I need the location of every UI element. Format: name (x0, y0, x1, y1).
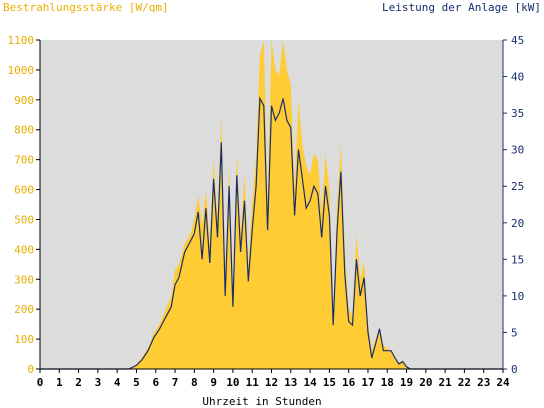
x-tick-label: 21 (439, 376, 453, 389)
x-tick-label: 1 (56, 376, 63, 389)
right-axis-title: Leistung der Anlage [kW] (382, 1, 541, 14)
power-line (40, 96, 503, 370)
left-tick-label: 500 (14, 213, 34, 226)
left-tick-label: 1100 (8, 34, 35, 47)
left-tick-label: 400 (14, 243, 34, 256)
x-tick-label: 7 (172, 376, 179, 389)
x-tick-label: 19 (400, 376, 413, 389)
right-tick-label: 15 (511, 253, 524, 266)
x-tick-label: 18 (381, 376, 394, 389)
x-tick-label: 10 (226, 376, 239, 389)
left-tick-label: 1000 (8, 64, 35, 77)
x-axis-title: Uhrzeit in Stunden (202, 395, 321, 408)
x-tick-label: 22 (458, 376, 471, 389)
left-tick-label: 600 (14, 184, 34, 197)
x-tick-label: 20 (419, 376, 432, 389)
x-tick-label: 0 (37, 376, 44, 389)
x-tick-label: 17 (361, 376, 374, 389)
right-tick-label: 30 (511, 144, 524, 157)
right-tick-label: 35 (511, 107, 524, 120)
x-tick-label: 23 (477, 376, 490, 389)
x-tick-label: 14 (303, 376, 317, 389)
right-tick-label: 20 (511, 217, 524, 230)
left-tick-label: 900 (14, 94, 34, 107)
right-tick-label: 45 (511, 34, 524, 47)
x-tick-label: 4 (114, 376, 121, 389)
left-tick-label: 100 (14, 333, 34, 346)
left-tick-label: 800 (14, 124, 34, 137)
x-tick-label: 3 (95, 376, 102, 389)
left-axis-title: Bestrahlungsstärke [W/qm] (3, 1, 169, 14)
right-tick-label: 5 (511, 326, 518, 339)
x-tick-label: 15 (323, 376, 336, 389)
left-tick-label: 700 (14, 154, 34, 167)
right-tick-label: 10 (511, 290, 524, 303)
x-tick-label: 2 (75, 376, 82, 389)
right-tick-label: 0 (511, 363, 518, 376)
irradiance-area (40, 40, 503, 369)
x-tick-label: 12 (265, 376, 278, 389)
right-tick-label: 40 (511, 71, 524, 84)
x-tick-label: 13 (284, 376, 297, 389)
x-tick-label: 8 (191, 376, 198, 389)
x-tick-label: 24 (496, 376, 510, 389)
x-tick-label: 11 (246, 376, 260, 389)
x-tick-label: 6 (152, 376, 159, 389)
right-tick-label: 25 (511, 180, 524, 193)
left-tick-label: 200 (14, 303, 34, 316)
left-tick-label: 0 (27, 363, 34, 376)
x-tick-label: 5 (133, 376, 140, 389)
x-tick-label: 9 (210, 376, 217, 389)
x-tick-label: 16 (342, 376, 356, 389)
left-tick-label: 300 (14, 273, 34, 286)
